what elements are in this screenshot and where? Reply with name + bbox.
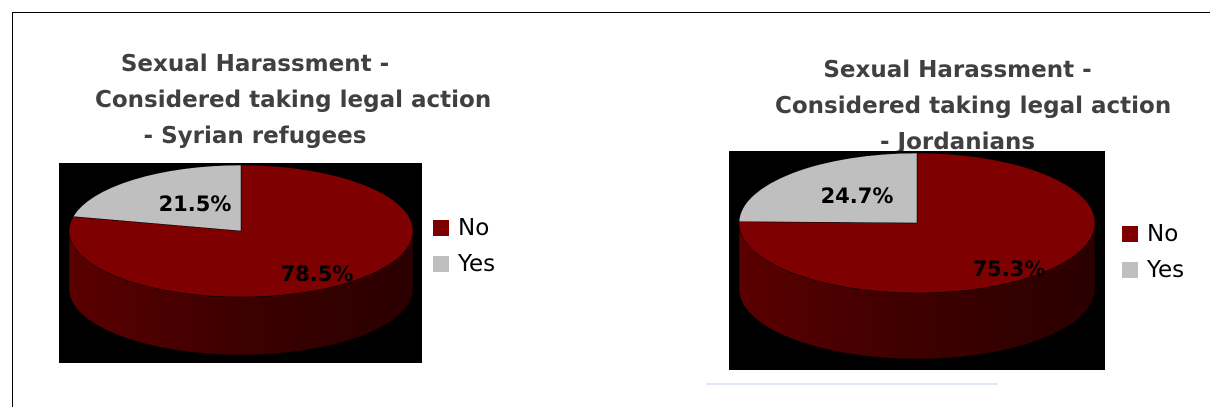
chart-1-legend-no: No: [433, 210, 495, 246]
chart-1-title-line-3: - Syrian refugees: [143, 123, 367, 149]
chart-1-title-line-2: Considered taking legal action: [95, 87, 492, 113]
pie-slice-yes: [72, 164, 242, 232]
frame-top-border: [12, 12, 1210, 13]
chart-1-legend-no-swatch: [433, 220, 449, 236]
pie-slice-yes: [738, 152, 918, 224]
chart-2-legend-no: No: [1122, 216, 1184, 252]
data-label-yes: 24.7%: [821, 184, 894, 208]
chart-1-pie: 78.5% 21.5%: [68, 164, 414, 356]
chart-1-title: Sexual Harassment - Considered taking le…: [95, 46, 492, 154]
chart-2-legend-yes: Yes: [1122, 252, 1184, 288]
chart-1-title-line-1: Sexual Harassment -: [120, 51, 390, 77]
chart-2-title: Sexual Harassment - Considered taking le…: [775, 52, 1172, 160]
decorative-underline: [706, 383, 998, 385]
pie-slice-no: [738, 152, 1096, 294]
chart-2-legend-no-label: No: [1147, 221, 1179, 247]
chart-2-legend-yes-label: Yes: [1147, 257, 1185, 283]
chart-2-plot-area: 75.3% 24.7%: [729, 151, 1105, 370]
chart-1-legend-yes-swatch: [433, 256, 449, 272]
data-label-no: 75.3%: [973, 257, 1046, 281]
frame-left-border: [12, 12, 13, 407]
chart-2-title-line-3: - Jordanians: [879, 129, 1036, 155]
chart-2-legend-yes-swatch: [1122, 262, 1138, 278]
chart-1-legend-no-label: No: [458, 215, 490, 241]
chart-1-plot-area: 78.5% 21.5%: [59, 163, 422, 363]
chart-1-legend-yes: Yes: [433, 246, 495, 282]
data-label-no: 78.5%: [281, 262, 354, 286]
chart-2-legend-no-swatch: [1122, 226, 1138, 242]
chart-2-title-line-1: Sexual Harassment -: [823, 57, 1092, 83]
chart-2-legend: No Yes: [1122, 216, 1184, 288]
chart-1-legend: No Yes: [433, 210, 495, 282]
data-label-yes: 21.5%: [159, 192, 232, 216]
chart-1-legend-yes-label: Yes: [458, 251, 496, 277]
chart-2-title-line-2: Considered taking legal action: [775, 93, 1172, 119]
chart-2-pie: 75.3% 24.7%: [738, 152, 1096, 360]
